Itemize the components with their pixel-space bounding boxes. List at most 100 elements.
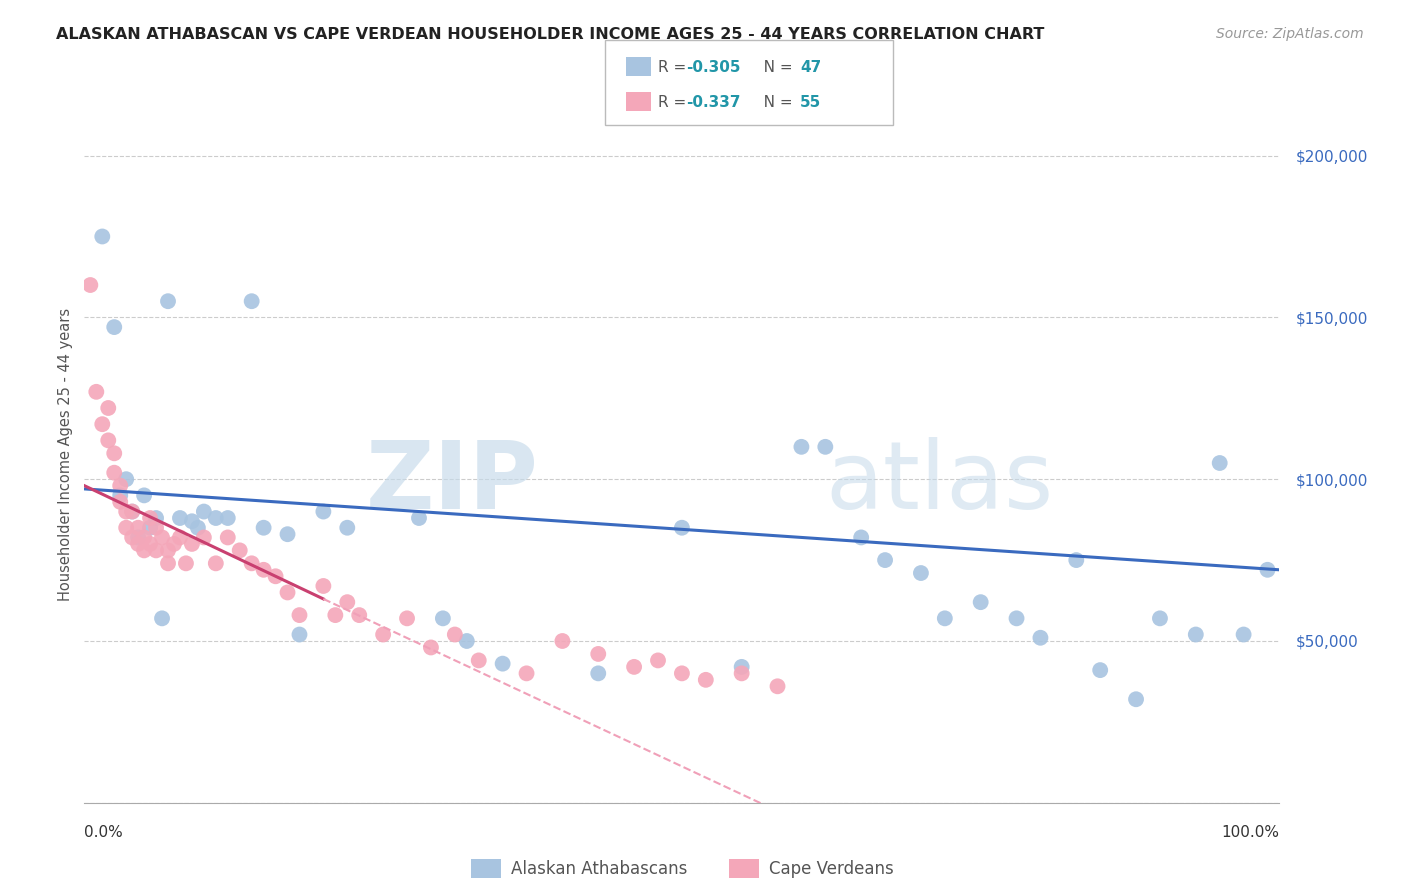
Point	[288, 627, 311, 641]
Point	[115, 521, 138, 535]
Point	[139, 537, 162, 551]
Point	[103, 446, 125, 460]
Point	[1005, 611, 1028, 625]
Point	[121, 504, 143, 518]
Text: 0.0%: 0.0%	[84, 825, 124, 840]
Text: -0.305: -0.305	[686, 60, 741, 75]
Point	[1184, 627, 1206, 641]
Point	[336, 521, 359, 535]
Point	[910, 566, 932, 580]
Point	[121, 531, 143, 545]
Point	[132, 531, 156, 545]
Point	[1088, 663, 1111, 677]
Point	[371, 627, 394, 641]
Text: -0.337: -0.337	[686, 95, 741, 110]
Point	[110, 478, 132, 492]
Point	[970, 595, 993, 609]
Point	[814, 440, 837, 454]
Point	[145, 543, 167, 558]
Point	[145, 521, 167, 535]
Point	[103, 320, 125, 334]
Point	[127, 537, 149, 551]
Legend: Alaskan Athabascans, Cape Verdeans: Alaskan Athabascans, Cape Verdeans	[464, 853, 900, 885]
Point	[217, 511, 239, 525]
Y-axis label: Householder Income Ages 25 - 44 years: Householder Income Ages 25 - 44 years	[58, 309, 73, 601]
Point	[1208, 456, 1230, 470]
Point	[91, 229, 114, 244]
Point	[103, 466, 125, 480]
Point	[180, 537, 202, 551]
Point	[432, 611, 454, 625]
Point	[1232, 627, 1254, 641]
Point	[132, 543, 156, 558]
Point	[515, 666, 537, 681]
Point	[205, 557, 228, 571]
Point	[217, 531, 239, 545]
Point	[91, 417, 114, 432]
Point	[873, 553, 897, 567]
Point	[174, 557, 197, 571]
Point	[253, 521, 276, 535]
Point	[150, 531, 173, 545]
Point	[288, 608, 311, 623]
Point	[121, 504, 143, 518]
Text: N =: N =	[749, 60, 797, 75]
Point	[205, 511, 228, 525]
Point	[934, 611, 956, 625]
Point	[336, 595, 359, 609]
Point	[115, 504, 138, 518]
Text: ZIP: ZIP	[366, 437, 538, 529]
Point	[110, 488, 132, 502]
Point	[790, 440, 813, 454]
Point	[671, 666, 693, 681]
Point	[150, 611, 173, 625]
Point	[312, 504, 335, 518]
Point	[157, 294, 180, 309]
Point	[623, 660, 645, 674]
Point	[264, 569, 287, 583]
Point	[180, 514, 202, 528]
Point	[228, 543, 250, 558]
Point	[157, 557, 180, 571]
Point	[139, 521, 162, 535]
Point	[193, 504, 215, 518]
Point	[312, 579, 335, 593]
Point	[323, 608, 346, 623]
Text: R =: R =	[658, 60, 692, 75]
Point	[492, 657, 515, 671]
Point	[766, 679, 789, 693]
Text: 100.0%: 100.0%	[1222, 825, 1279, 840]
Point	[187, 521, 209, 535]
Point	[127, 521, 149, 535]
Point	[139, 511, 162, 525]
Point	[169, 531, 191, 545]
Point	[110, 495, 132, 509]
Text: R =: R =	[658, 95, 692, 110]
Point	[79, 278, 101, 293]
Point	[443, 627, 465, 641]
Point	[157, 543, 180, 558]
Point	[193, 531, 215, 545]
Point	[588, 666, 610, 681]
Point	[97, 434, 120, 448]
Point	[1256, 563, 1278, 577]
Point	[588, 647, 610, 661]
Point	[240, 557, 263, 571]
Text: 55: 55	[800, 95, 821, 110]
Point	[1029, 631, 1052, 645]
Text: Source: ZipAtlas.com: Source: ZipAtlas.com	[1216, 27, 1364, 41]
Point	[551, 634, 574, 648]
Point	[467, 653, 491, 667]
Point	[115, 472, 138, 486]
Point	[419, 640, 441, 655]
Point	[276, 527, 298, 541]
Point	[145, 511, 167, 525]
Point	[731, 666, 754, 681]
Point	[408, 511, 430, 525]
Point	[127, 531, 149, 545]
Point	[169, 511, 191, 525]
Point	[456, 634, 478, 648]
Point	[396, 611, 419, 625]
Point	[97, 401, 120, 415]
Text: N =: N =	[749, 95, 797, 110]
